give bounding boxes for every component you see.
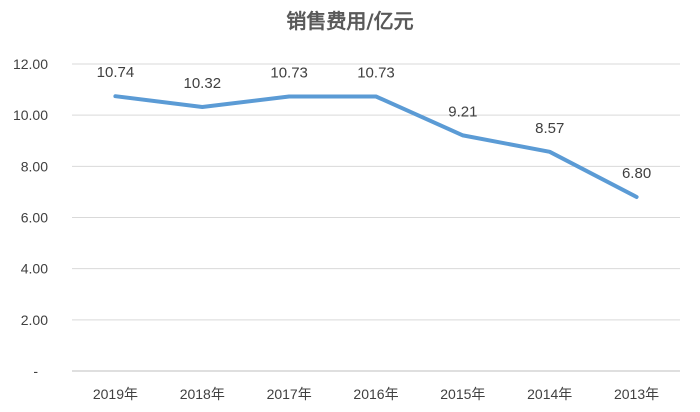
x-tick-label: 2017年: [267, 386, 312, 402]
y-tick-label: 8.00: [21, 158, 48, 174]
y-axis-tick-labels: - 2.00 4.00 6.00 8.00 10.00 12.00: [13, 56, 48, 379]
x-tick-label: 2016年: [353, 386, 398, 402]
x-tick-label: 2013年: [614, 386, 659, 402]
y-tick-label: 12.00: [13, 56, 48, 72]
data-label: 10.32: [184, 75, 222, 92]
data-label: 8.57: [535, 120, 564, 137]
y-tick-label: 6.00: [21, 210, 48, 226]
x-tick-label: 2014年: [527, 386, 572, 402]
x-axis-tick-labels: 2019年 2018年 2017年 2016年 2015年 2014年 2013年: [93, 386, 659, 402]
data-labels: 10.74 10.32 10.73 10.73 9.21 8.57 6.80: [97, 64, 652, 182]
chart-title: 销售费用/亿元: [286, 9, 413, 33]
gridlines: [72, 63, 680, 372]
data-label: 10.73: [270, 64, 308, 81]
y-tick-label: -: [33, 363, 38, 379]
series-line: [113, 94, 639, 199]
y-tick-label: 2.00: [21, 312, 48, 328]
y-tick-label: 4.00: [21, 261, 48, 277]
x-tick-label: 2018年: [180, 386, 225, 402]
data-label: 10.74: [97, 64, 135, 81]
x-tick-label: 2019年: [93, 386, 138, 402]
x-tick-label: 2015年: [440, 386, 485, 402]
series-line-layer: [113, 94, 639, 199]
data-label: 9.21: [448, 103, 477, 120]
data-label: 10.73: [357, 64, 395, 81]
y-tick-label: 10.00: [13, 107, 48, 123]
data-label: 6.80: [622, 165, 651, 182]
